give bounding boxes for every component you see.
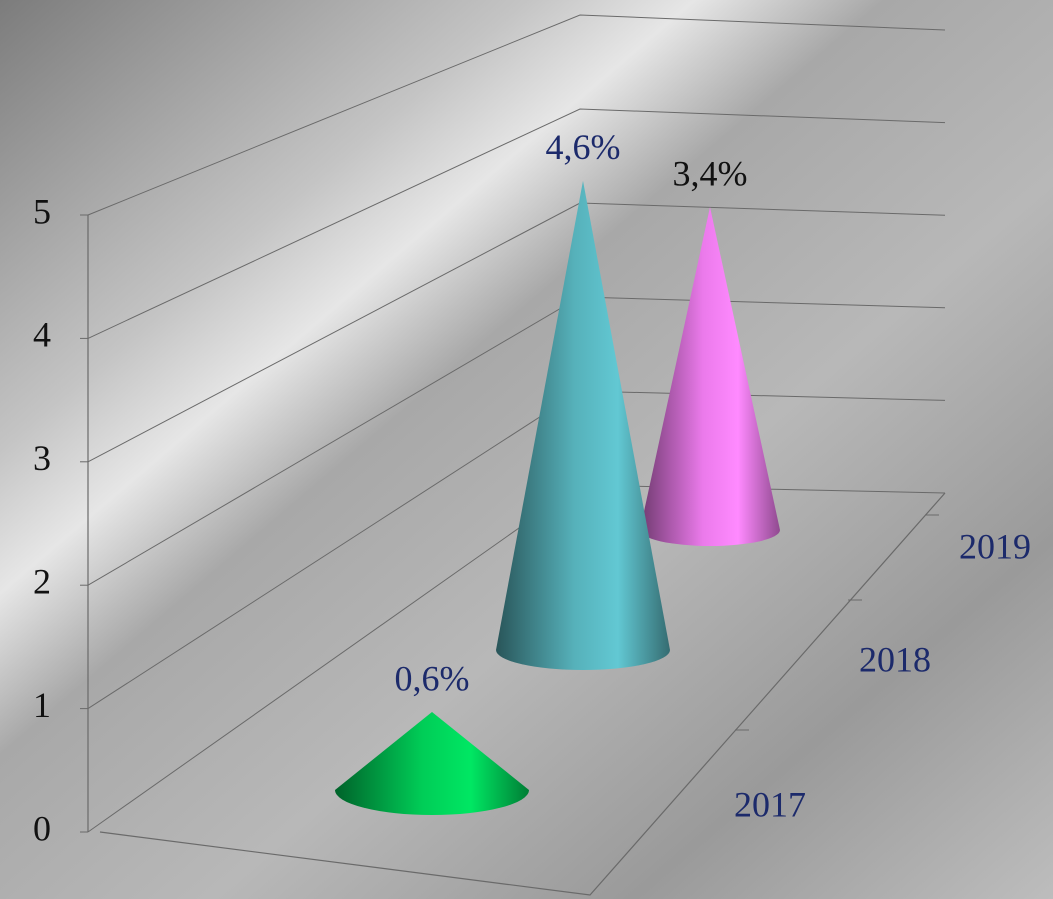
grid-line xyxy=(87,108,946,339)
data-label: 4,6% xyxy=(546,127,621,167)
floor-edge xyxy=(99,492,946,896)
grid-line xyxy=(87,14,946,216)
data-label: 3,4% xyxy=(673,153,748,193)
data-label: 0,6% xyxy=(395,658,470,698)
y-tick-label: 4 xyxy=(33,315,51,355)
y-tick-label: 1 xyxy=(33,685,51,725)
cone xyxy=(640,207,780,546)
x-tick-label: 2017 xyxy=(734,784,806,824)
y-tick-label: 0 xyxy=(33,808,51,848)
y-tick-label: 2 xyxy=(33,561,51,601)
x-tick-label: 2018 xyxy=(859,639,931,679)
floor xyxy=(87,215,946,896)
x-tick-label: 2019 xyxy=(959,526,1031,566)
y-tick-label: 3 xyxy=(33,438,51,478)
y-tick-label: 5 xyxy=(33,191,51,231)
cone xyxy=(496,180,670,671)
cone xyxy=(335,712,529,815)
